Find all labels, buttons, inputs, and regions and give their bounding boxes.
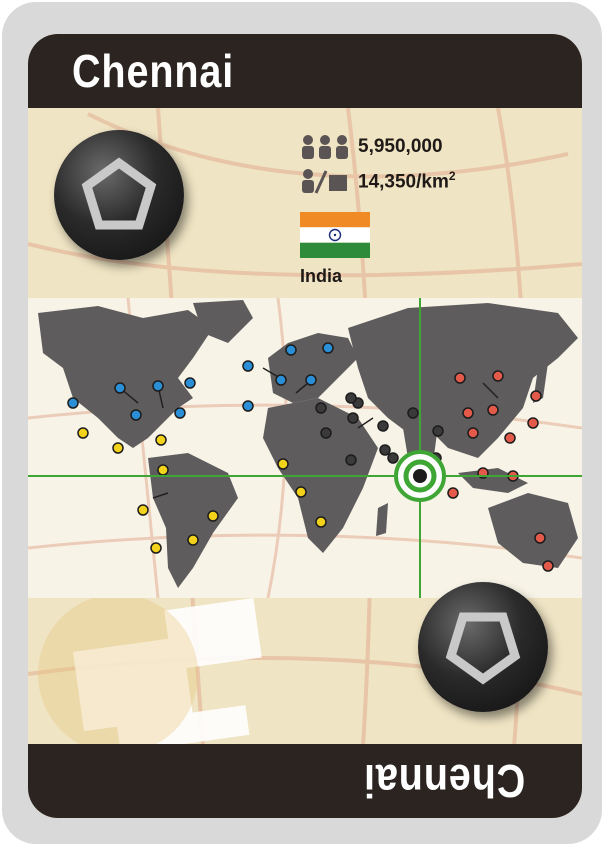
target-icon [394,450,446,502]
density-row: 14,350/km2 [300,168,456,194]
pentagon-icon [81,157,157,230]
pentagon-token-top [54,130,184,260]
pentagon-icon [445,612,521,685]
density-value: 14,350/km2 [358,168,456,193]
population-value: 5,950,000 [358,136,443,157]
population-row: 5,950,000 [300,134,443,160]
background-grid [28,107,582,818]
world-map [28,297,582,599]
title-bar-bottom: Chennai [28,744,582,818]
city-card[interactable]: Chennai 5,950,000 14,350/km2 [28,34,582,818]
city-title: Chennai [72,45,235,97]
flag-icon [300,212,370,258]
pentagon-token-bottom [418,582,548,712]
density-icon [302,169,347,194]
country-name: India [300,266,343,286]
title-bar-top: Chennai [28,34,582,108]
city-title-inverted: Chennai [362,755,525,807]
population-icon [302,135,348,159]
